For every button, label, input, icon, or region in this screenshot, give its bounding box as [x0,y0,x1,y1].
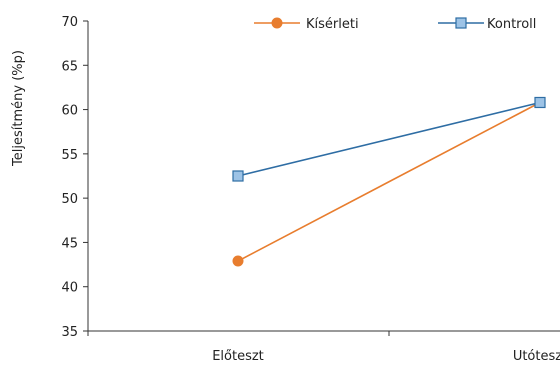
y-tick-label-60: 60 [61,104,78,119]
series-line-0 [237,101,541,262]
legend-marker-0 [271,17,283,29]
y-axis-title: Teljesítmény (%p) [11,50,26,167]
series-1-point-0 [232,170,244,182]
x-axis-ticks: Előteszt Utóteszt [87,331,560,364]
y-tick-label-70: 70 [61,15,78,30]
series-0-point-0 [232,255,244,267]
series-line-1 [237,101,541,177]
series-layer [232,96,546,267]
legend: Kísérleti Kontroll [254,17,536,32]
y-axis-ticks: 35 40 45 50 55 60 65 70 [61,15,88,340]
y-tick-label-50: 50 [61,192,78,207]
y-tick-label-55: 55 [61,148,78,163]
x-tick-label-1: Utóteszt [513,349,560,364]
x-tick-label-0: Előteszt [212,349,264,364]
y-tick-label-35: 35 [61,325,78,340]
legend-label-0: Kísérleti [306,17,359,32]
y-tick-label-45: 45 [61,236,78,251]
legend-marker-1 [455,17,467,29]
series-1-point-1 [534,96,546,109]
y-tick-label-65: 65 [61,59,78,74]
legend-label-1: Kontroll [487,17,536,32]
y-tick-label-40: 40 [61,281,78,296]
